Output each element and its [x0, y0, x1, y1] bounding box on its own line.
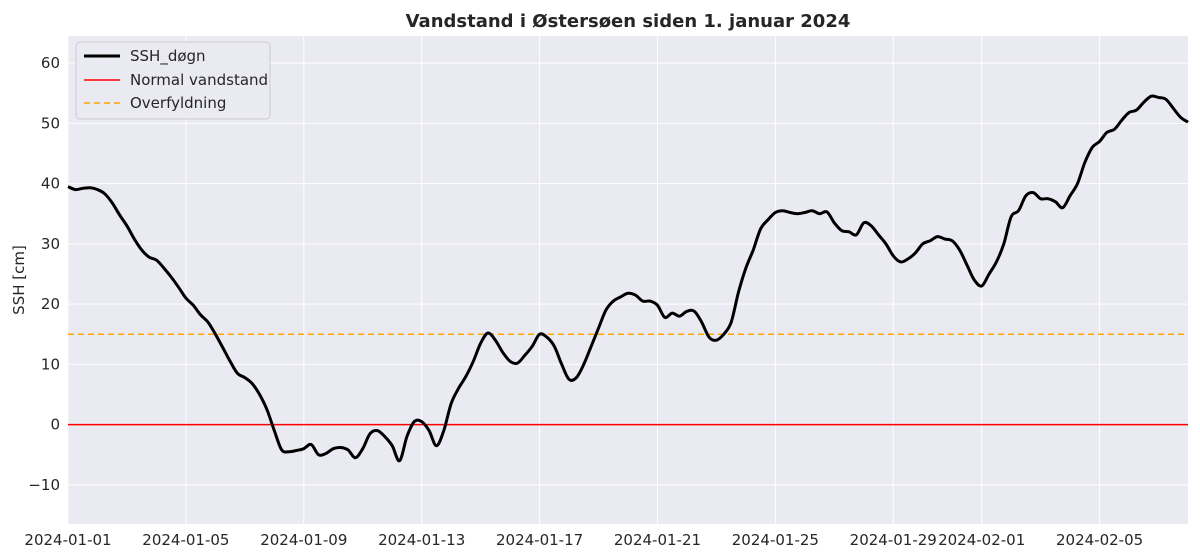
x-tick-label: 2024-01-29: [850, 531, 937, 549]
y-axis-label: SSH [cm]: [10, 245, 28, 315]
x-tick-label: 2024-01-09: [260, 531, 347, 549]
grid: [67, 36, 1188, 524]
y-axis: −10 0 10 20 30 40 50 60: [28, 54, 60, 494]
x-tick-label: 2024-02-01: [938, 531, 1025, 549]
x-axis: 2024-01-01 2024-01-05 2024-01-09 2024-01-13…: [24, 531, 1143, 549]
x-tick-label: 2024-01-21: [614, 531, 701, 549]
y-tick-label: 0: [50, 416, 60, 434]
y-tick-label: 30: [41, 235, 60, 253]
y-tick-label: 10: [41, 355, 60, 373]
series-layer: [67, 94, 1189, 463]
y-tick-label: 60: [41, 54, 60, 72]
x-tick-label: 2024-01-05: [142, 531, 229, 549]
y-tick-label: −10: [28, 476, 60, 494]
legend: SSH_døgn Normal vandstand Overfyldning: [75, 41, 271, 120]
x-tick-label: 2024-01-01: [24, 531, 111, 549]
series-line-ssh-dogn: [67, 94, 1189, 463]
x-tick-label: 2024-01-25: [732, 531, 819, 549]
x-tick-label: 2024-01-17: [496, 531, 583, 549]
reference-lines: [68, 333, 1188, 426]
y-tick-label: 20: [41, 295, 60, 313]
x-tick-label: 2024-02-05: [1056, 531, 1143, 549]
legend-label-normal: Normal vandstand: [130, 71, 268, 89]
x-tick-label: 2024-01-13: [378, 531, 465, 549]
y-tick-label: 50: [41, 114, 60, 132]
legend-label-overfyldning: Overfyldning: [130, 94, 226, 112]
y-tick-label: 40: [41, 175, 60, 193]
legend-label-ssh: SSH_døgn: [130, 47, 206, 66]
chart-title: Vandstand i Østersøen siden 1. januar 20…: [406, 11, 851, 32]
legend-box: [75, 41, 271, 120]
